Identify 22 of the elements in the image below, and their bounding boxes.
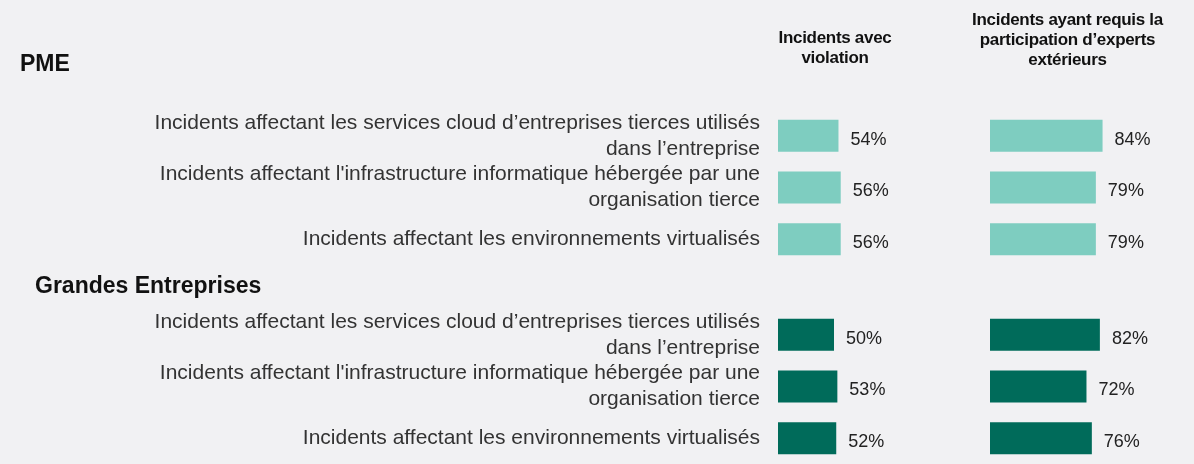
data-label: 50% [846, 327, 883, 348]
text: Grandes Entreprises [35, 272, 262, 299]
y-tick-label: Incidents affectant les services cloud d’entreprises tierces utilisés dans l’entreprise [154, 308, 760, 358]
y-tick-label: Incidents affectant l'infrastructure informatique hébergée par une organisation tierce [159, 161, 760, 211]
data-label: 82% [1111, 327, 1148, 348]
data-label: 76% [1103, 431, 1140, 452]
y-tick-label: Incidents affectant les environnements virtualisés [302, 424, 760, 448]
data-label: 54% [850, 128, 887, 149]
x-axis-title: Incidents avec violation [777, 28, 893, 68]
x-axis-title: Incidents ayant requis la participation d’experts extérieurs [971, 10, 1165, 70]
data-label: 79% [1107, 180, 1144, 201]
data-label: 79% [1107, 232, 1144, 253]
data-label: 56% [852, 232, 889, 253]
data-label: 52% [848, 431, 885, 452]
data-label: 84% [1114, 128, 1151, 149]
data-label: 53% [849, 379, 886, 400]
y-tick-label: Incidents affectant les environnements virtualisés [302, 225, 760, 249]
data-label: 56% [852, 180, 889, 201]
data-label: 72% [1098, 379, 1135, 400]
y-tick-label: Incidents affectant les services cloud d’entreprises tierces utilisés dans l’entreprise [154, 109, 760, 159]
text: PME [20, 50, 70, 77]
y-tick-label: Incidents affectant l'infrastructure informatique hébergée par une organisation tierce [159, 360, 760, 410]
